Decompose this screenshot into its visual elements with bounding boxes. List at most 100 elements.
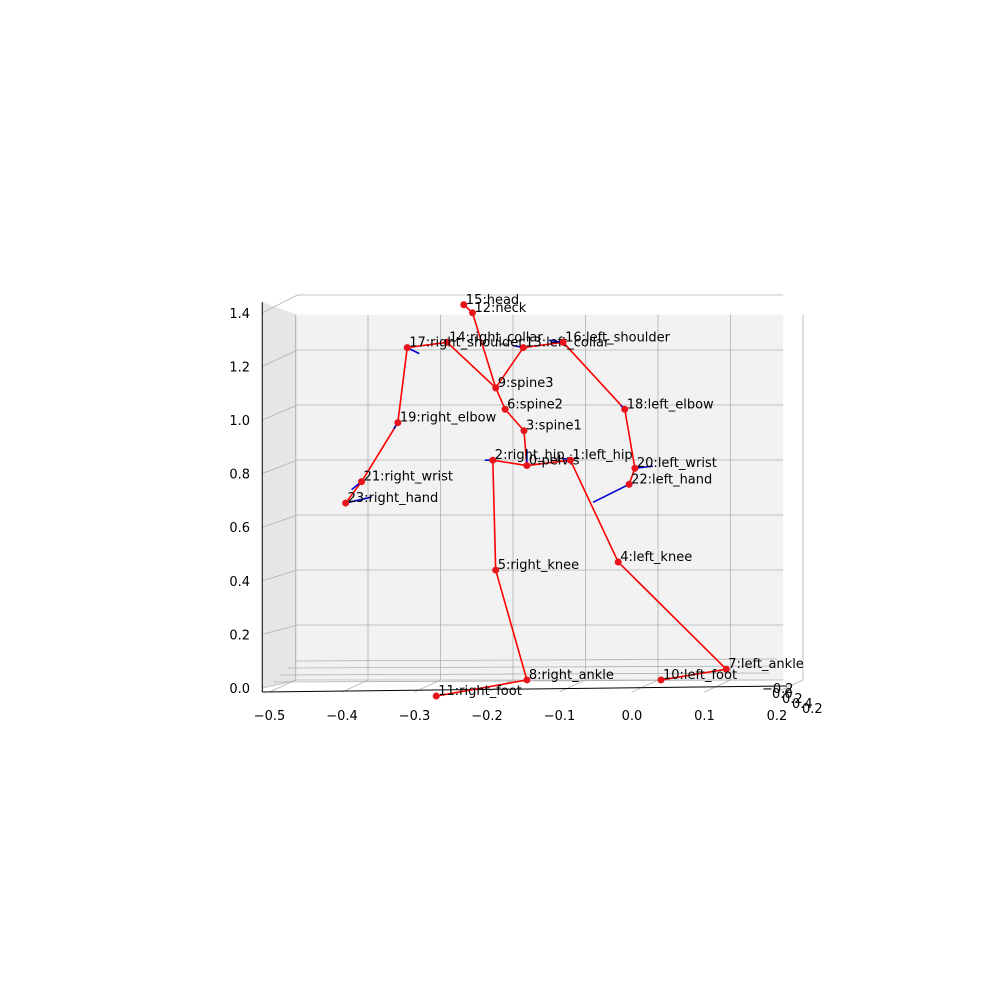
bone-line	[407, 341, 448, 349]
joint-point	[358, 478, 366, 486]
bone-line	[494, 569, 528, 681]
z-tick-label: 1.4	[229, 307, 250, 322]
z-gridline-side	[262, 294, 298, 314]
depth-tick-label: 0.4	[792, 697, 813, 712]
bone-line	[446, 341, 497, 389]
z-tick-label: 0.4	[229, 575, 250, 590]
x-tick-label: 0.0	[622, 709, 643, 724]
z-tick-label: 0.2	[229, 628, 250, 643]
joint-label: 4:left_knee	[620, 550, 692, 565]
x-tick-label: −0.2	[471, 709, 503, 724]
back-pane	[297, 314, 784, 680]
z-tick-label: 1.2	[229, 360, 250, 375]
joint-point	[460, 301, 468, 309]
x-tick-label: −0.3	[399, 709, 431, 724]
joint-label: 10:left_foot	[663, 668, 737, 683]
joint-point	[621, 405, 629, 413]
joint-point	[492, 384, 500, 392]
joint-point	[342, 499, 350, 507]
depth-gridline	[294, 658, 778, 662]
bone-line	[569, 459, 619, 563]
bone-line	[492, 460, 497, 571]
bone-line	[660, 668, 727, 681]
joint-label: 3:spine1	[526, 419, 582, 434]
joint-label: 16:left_shoulder	[565, 330, 671, 345]
joint-point	[520, 427, 528, 435]
x-gridline-floor	[704, 679, 731, 693]
joint-label: 7:left_ankle	[728, 657, 804, 672]
z-tick-label: 1.0	[229, 414, 250, 429]
joint-point	[403, 344, 411, 352]
joint-label: 0:pelvis	[529, 454, 580, 469]
joint-point	[469, 309, 476, 317]
joint-label: 8:right_ankle	[529, 668, 614, 683]
bone-line	[436, 679, 528, 697]
z-gridline-side	[262, 404, 298, 421]
orientation-tick	[592, 483, 630, 504]
joint-label: 19:right_elbow	[400, 411, 497, 426]
bone-line	[526, 459, 571, 467]
z-gridline-side	[262, 679, 298, 689]
x-tick-label: −0.1	[544, 709, 576, 724]
joint-point	[523, 676, 531, 684]
bone-line	[471, 312, 497, 389]
joint-point	[559, 338, 567, 346]
z-gridline-side	[262, 349, 298, 367]
x-tick-label: −0.5	[254, 709, 286, 724]
joint-point	[443, 338, 451, 346]
side-pane	[262, 302, 298, 688]
joint-label: 12:neck	[475, 301, 527, 316]
x-tick-label: −0.4	[326, 709, 358, 724]
x-axis-line	[262, 685, 788, 693]
x-gridline-floor	[486, 679, 514, 693]
joint-label: 17:right_shoulder	[409, 336, 524, 351]
depth-tick-label: −0.2	[762, 682, 794, 697]
joint-point	[625, 480, 633, 488]
bone-line	[504, 408, 525, 432]
joint-label: 6:spine2	[507, 397, 563, 412]
joint-label: 14:right_collar	[449, 330, 543, 345]
joint-label: 22:left_hand	[631, 472, 712, 487]
joint-label: 15:head	[466, 293, 519, 308]
joint-label: 21:right_wrist	[364, 470, 453, 485]
bone-line	[344, 481, 363, 504]
z-gridline-side	[262, 624, 298, 635]
joint-point	[519, 344, 527, 352]
joint-label: 18:left_elbow	[627, 397, 714, 412]
bone-line	[397, 347, 409, 423]
orientation-tick	[345, 496, 372, 504]
bone-line	[495, 347, 524, 389]
joint-point	[489, 456, 497, 464]
bone-line	[562, 341, 626, 410]
x-tick-label: 0.1	[694, 709, 715, 724]
joint-point	[722, 665, 730, 673]
joint-label: 11:right_foot	[438, 684, 522, 699]
x-gridline-floor	[559, 679, 586, 693]
joint-label: 5:right_knee	[498, 558, 579, 573]
joint-point	[501, 405, 509, 413]
z-gridline-side	[262, 514, 298, 528]
depth-tick-label: 0.0	[772, 687, 793, 702]
joint-label: 9:spine3	[498, 376, 554, 391]
joint-point	[492, 566, 500, 574]
depth-tick-label: 0.2	[802, 702, 823, 717]
bone-line	[360, 422, 399, 483]
bone-line	[617, 561, 727, 670]
depth-tick-label: 0.2	[782, 692, 803, 707]
x-tick-label: 0.2	[767, 709, 788, 724]
joint-point	[432, 692, 440, 700]
z-tick-label: 0.0	[229, 682, 250, 697]
z-tick-label: 0.6	[229, 521, 250, 536]
z-gridline-side	[262, 459, 298, 474]
joint-label: 13:left_collar	[525, 336, 610, 351]
bone-line	[494, 387, 506, 410]
x-gridline-floor	[776, 679, 804, 693]
depth-gridline	[287, 665, 774, 669]
joint-point	[523, 462, 531, 470]
bone-line	[623, 409, 636, 469]
joint-point	[394, 419, 402, 427]
bone-line	[492, 459, 527, 467]
z-gridline-side	[262, 569, 298, 582]
